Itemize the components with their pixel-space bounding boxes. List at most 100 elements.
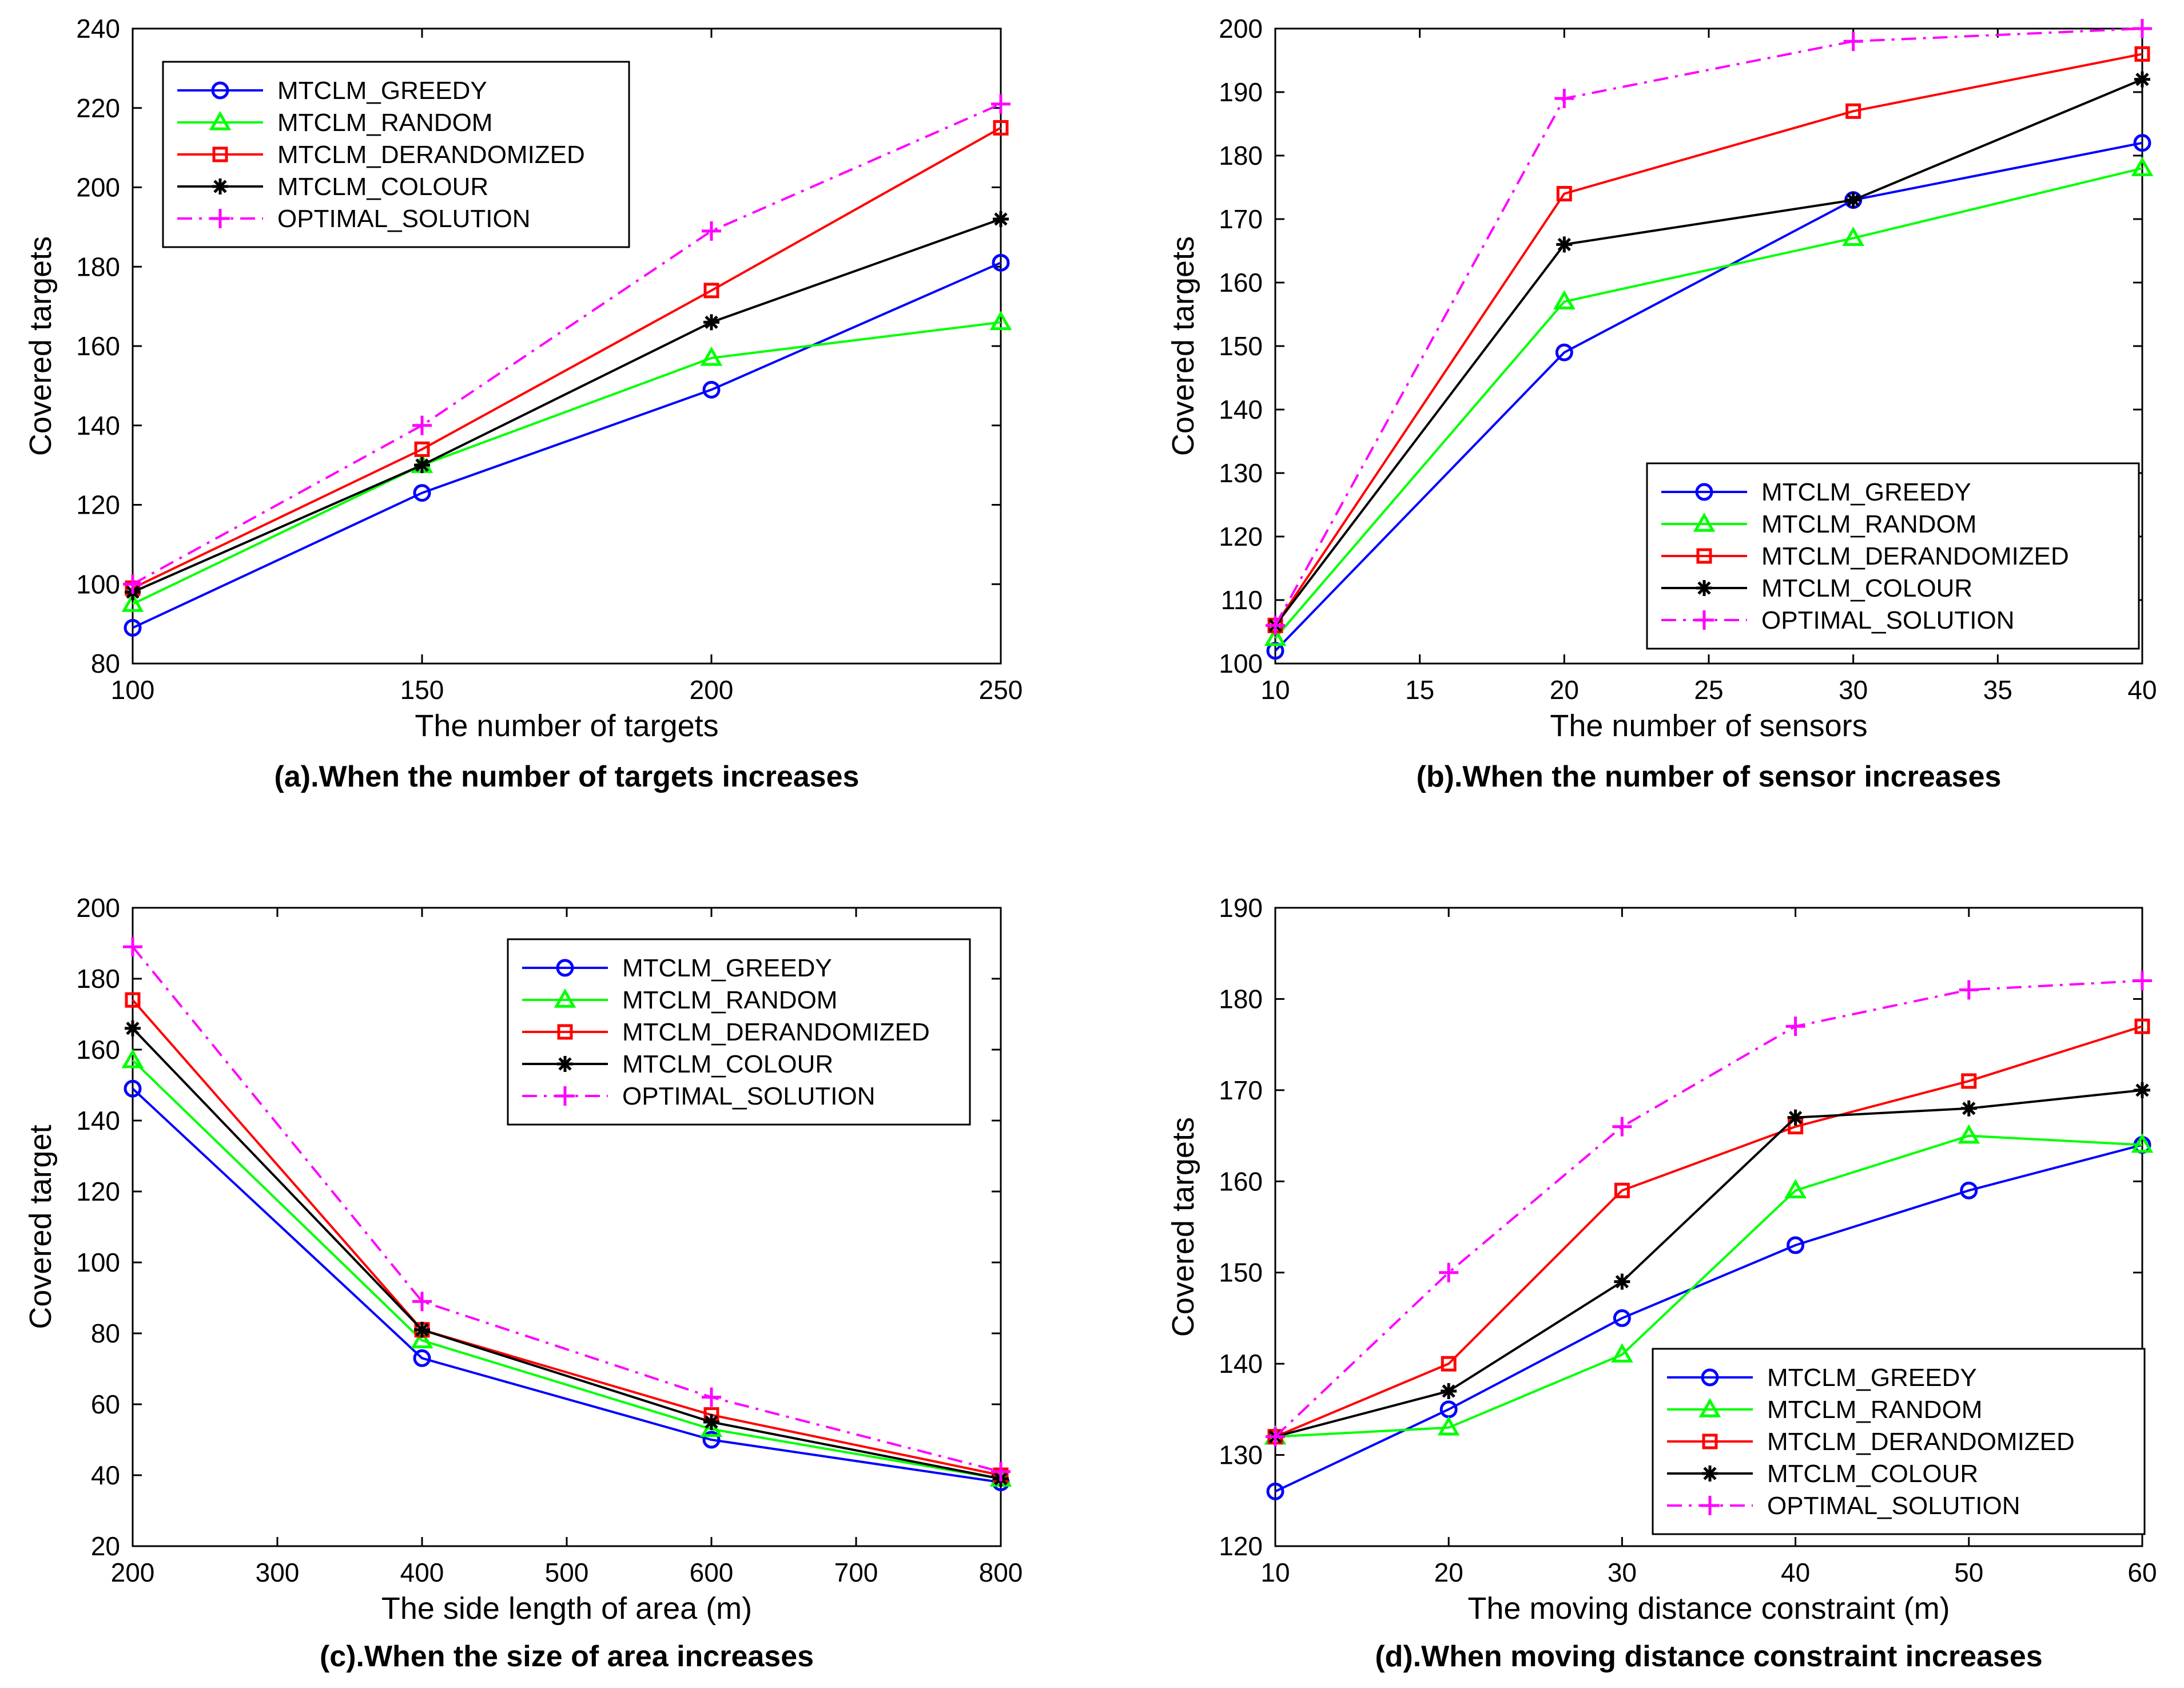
chart-panel-c: 200 300 400 500 600 700 800 20 40 60 80 100 120 140 16… <box>23 893 1023 1673</box>
legend: MTCLM_GREEDY MTCLM_RANDOM MTCLM_DERANDOMIZ… <box>507 938 971 1126</box>
data-point <box>413 484 431 502</box>
y-tick-label: 130 <box>1219 458 1263 488</box>
y-axis-label: Covered targets <box>23 236 58 456</box>
y-tick-label: 150 <box>1219 1258 1263 1288</box>
x-tick-label: 60 <box>2127 1558 2157 1587</box>
legend-marker <box>1701 1368 1719 1387</box>
chart-panel-d: 10 20 30 40 50 60 120 130 140 150 160 170 180 190 The … <box>1166 893 2157 1673</box>
legend-marker <box>557 1056 573 1072</box>
x-tick-label: 800 <box>979 1558 1023 1587</box>
legend-label: MTCLM_COLOUR <box>277 173 488 201</box>
x-tick-label: 20 <box>1434 1558 1463 1587</box>
data-point <box>2133 19 2152 38</box>
data-point <box>124 1079 142 1098</box>
y-tick-label: 40 <box>91 1460 120 1490</box>
data-point <box>1961 1073 1977 1089</box>
series-line <box>1274 53 2143 626</box>
series-line <box>132 1087 1001 1484</box>
series-line <box>132 261 1001 629</box>
legend-marker <box>1698 1397 1721 1417</box>
data-point <box>1960 1181 1978 1200</box>
data-point <box>1787 1109 1804 1126</box>
x-axis-label: The moving distance constraint (m) <box>1467 1591 1950 1626</box>
data-point <box>1441 1383 1457 1399</box>
data-point <box>2131 1133 2154 1153</box>
legend-marker <box>1693 512 1716 532</box>
x-tick-label: 30 <box>1608 1558 1637 1587</box>
series-mtclm-derandomized <box>125 120 1009 596</box>
data-point <box>1266 1427 1285 1447</box>
y-tick-label: 180 <box>1219 141 1263 170</box>
legend-marker <box>212 178 228 194</box>
data-point <box>412 415 432 435</box>
legend: MTCLM_GREEDY MTCLM_RANDOM MTCLM_DERANDOMIZ… <box>1652 1348 2146 1535</box>
y-tick-label: 100 <box>76 1248 120 1277</box>
y-axis-label: Covered targets <box>1166 236 1200 456</box>
series-mtclm-random <box>1264 157 2154 646</box>
data-point <box>703 283 719 299</box>
legend-label: OPTIMAL_SOLUTION <box>1761 606 2015 634</box>
panel-caption: (c).When the size of area increases <box>320 1640 814 1673</box>
y-tick-label: 130 <box>1219 1440 1263 1470</box>
y-tick-label: 120 <box>76 490 120 520</box>
x-tick-label: 100 <box>111 675 155 705</box>
y-tick-label: 170 <box>1219 204 1263 234</box>
legend-label: MTCLM_DERANDOMIZED <box>277 141 585 169</box>
x-tick-label: 40 <box>2127 675 2157 705</box>
legend-marker <box>212 146 228 162</box>
y-tick-label: 200 <box>76 893 120 923</box>
data-point <box>2134 1018 2150 1034</box>
data-point <box>413 1349 431 1367</box>
y-tick-label: 120 <box>1219 1531 1263 1561</box>
x-tick-label: 35 <box>1983 675 2012 705</box>
legend-label: MTCLM_DERANDOMIZED <box>1767 1428 2075 1456</box>
series-mtclm-greedy <box>124 253 1010 637</box>
data-point <box>1784 1179 1807 1198</box>
data-point <box>1554 89 1574 109</box>
data-point <box>1614 1273 1630 1290</box>
x-tick-label: 15 <box>1405 675 1434 705</box>
x-tick-label: 500 <box>545 1558 589 1587</box>
data-point <box>121 592 144 612</box>
data-point <box>414 441 430 457</box>
x-tick-label: 50 <box>1954 1558 1983 1587</box>
data-point <box>1266 1482 1284 1500</box>
data-point <box>993 211 1009 227</box>
legend-marker <box>1695 483 1713 501</box>
data-point <box>1556 186 1572 202</box>
y-tick-label: 80 <box>91 649 120 678</box>
panel-caption: (d).When moving distance constraint incr… <box>1375 1640 2042 1673</box>
series-line <box>1274 167 2143 639</box>
data-point <box>1614 1182 1630 1198</box>
series-line <box>1275 1143 2143 1493</box>
legend-label: MTCLM_RANDOM <box>1767 1396 1982 1424</box>
y-tick-label: 220 <box>76 93 120 123</box>
y-tick-label: 100 <box>76 569 120 599</box>
legend-label: OPTIMAL_SOLUTION <box>277 205 531 233</box>
data-point <box>702 221 721 241</box>
legend-marker <box>1694 610 1714 630</box>
y-tick-label: 160 <box>76 1035 120 1065</box>
legend-marker <box>554 988 576 1008</box>
chart-panel-a: 100 150 200 25080100120140160180200220240Th… <box>23 14 1023 793</box>
data-point <box>1439 1262 1459 1282</box>
data-point <box>123 937 142 957</box>
series-mtclm-greedy <box>124 1079 1010 1491</box>
legend-marker <box>211 81 229 100</box>
y-tick-label: 140 <box>76 1106 120 1135</box>
series-mtclm-derandomized <box>1267 1018 2150 1445</box>
data-point <box>2134 1082 2150 1098</box>
x-axis-label: The number of sensors <box>1550 709 1867 743</box>
series-optimal-solution <box>1266 19 2152 636</box>
series-line <box>132 218 1001 593</box>
x-tick-label: 150 <box>400 675 444 705</box>
x-tick-label: 200 <box>690 675 734 705</box>
legend-label: MTCLM_GREEDY <box>622 954 832 982</box>
data-point <box>991 94 1011 114</box>
series-mtclm-random <box>1264 1124 2154 1445</box>
series-line <box>132 126 1001 589</box>
legend-marker <box>1696 548 1712 564</box>
series-line <box>1274 78 2143 626</box>
y-axis-label: Covered target <box>23 1125 58 1329</box>
